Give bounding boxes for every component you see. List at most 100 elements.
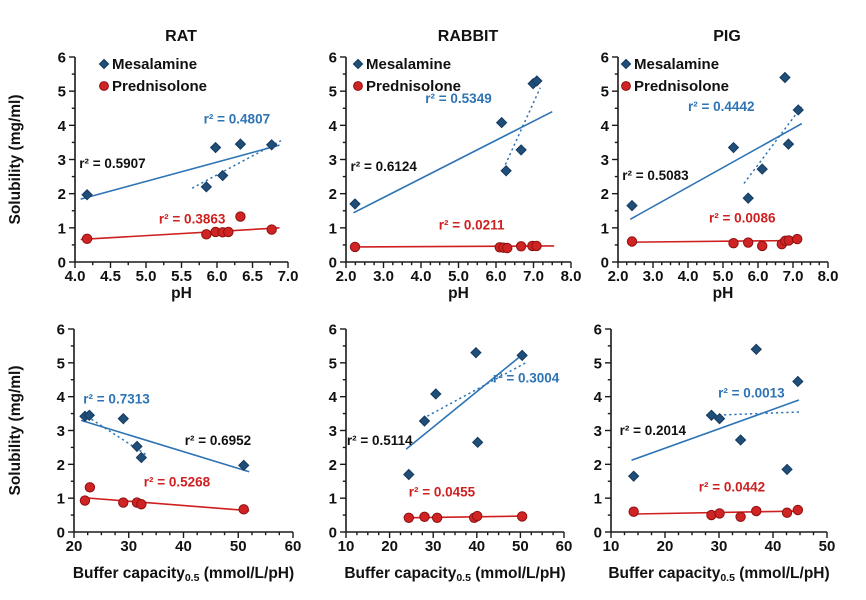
data-point-prednisolone [751,505,762,517]
data-point-mesalamine [470,346,482,359]
trendline-mesalamine-dotted [422,361,528,420]
data-point-prednisolone [728,238,739,249]
y-tick-label: 1 [601,220,609,237]
x-tick-label: 6.0 [207,268,228,285]
data-point-prednisolone [349,241,361,253]
y-tick-label: 0 [57,525,65,542]
r2-annotation: r² = 0.5907 [79,156,145,171]
x-tick-label: 6.0 [486,268,507,285]
x-tick-label: 7.0 [523,268,544,285]
trendline-mesalamine-dotted [743,106,803,184]
data-point-prednisolone [118,497,129,508]
x-tick-label: 50 [819,538,836,555]
x-tick-label: 3.0 [373,268,394,285]
data-point-mesalamine [238,459,250,472]
panel-title: RAT [165,28,197,45]
x-tick-label: 20 [381,538,398,555]
data-point-mesalamine [782,138,795,150]
y-tick-label: 5 [57,355,65,372]
data-point-mesalamine [515,144,527,156]
y-tick-label: 3 [57,423,65,440]
y-tick-label: 4 [601,118,610,135]
r2-annotation: r² = 0.3004 [493,370,560,385]
data-point-mesalamine [516,349,528,362]
data-point-prednisolone [84,482,96,493]
data-point-mesalamine [727,141,740,154]
data-point-prednisolone [502,242,513,254]
x-tick-label: 4.0 [65,268,86,285]
r2-annotation: r² = 0.0086 [709,211,776,226]
legend-circle-icon [621,81,631,91]
data-point-prednisolone [81,233,93,244]
x-tick-label: 60 [285,538,302,555]
legend-label: Prednisolone [366,78,461,95]
legend-label: Mesalamine [366,56,451,73]
x-tick-label: 20 [657,538,674,555]
y-tick-label: 6 [329,50,337,67]
r2-annotation: r² = 0.7313 [83,391,150,406]
trendline-prednisolone-solid [81,496,250,512]
y-tick-label: 3 [329,423,337,440]
legend: Mesalamine Prednisolone [98,56,207,95]
data-point-prednisolone [781,507,793,518]
y-tick-label: 5 [329,84,337,101]
y-tick-label: 4 [58,118,67,135]
r2-annotation: r² = 0.5114 [347,433,413,448]
legend-label: Prednisolone [112,78,207,95]
data-point-mesalamine [209,141,222,154]
y-tick-label: 4 [329,118,338,135]
data-point-mesalamine [531,75,543,87]
data-point-prednisolone [792,504,804,516]
y-tick-label: 2 [329,186,337,203]
r2-annotation: r² = 0.0013 [718,386,785,401]
trendline-mesalamine-dotted [713,411,802,417]
trendline-mesalamine-solid [80,419,250,473]
y-tick-label: 0 [58,255,66,272]
trendline-mesalamine-solid [629,122,803,220]
data-point-prednisolone [238,504,249,515]
panel-title: RABBIT [438,28,499,45]
legend-circle-icon [99,81,109,91]
y-tick-label: 2 [329,457,337,474]
r2-annotation: r² = 0.5083 [622,168,689,183]
data-point-mesalamine [756,163,768,175]
x-tick-label: 5.0 [136,268,157,285]
data-point-mesalamine [216,169,229,182]
y-tick-label: 0 [329,525,337,542]
data-point-mesalamine [430,388,442,400]
legend-label: Mesalamine [112,56,197,73]
x-tick-label: 6.0 [748,268,769,285]
x-axis-label: Buffer capacity0.5 (mmol/L/pH) [344,565,565,584]
data-point-mesalamine [471,436,484,449]
data-point-mesalamine [750,343,762,356]
data-point-prednisolone [516,511,528,522]
data-point-prednisolone [431,512,443,523]
y-tick-label: 2 [58,186,66,203]
data-point-mesalamine [705,409,718,421]
data-point-mesalamine [713,412,726,425]
trendline-mesalamine-dotted [504,87,541,165]
y-tick-label: 2 [594,457,602,474]
data-point-prednisolone [472,510,483,522]
panel-rat-ph: 4.0 4.5 5.0 5.5 6.0 6.5 7.0 0 1 2 3 4 5 6 RAT Solubilit… [7,28,298,302]
trendline-mesalamine-dotted [191,140,282,189]
x-tick-label: 5.0 [713,268,734,285]
legend-label: Prednisolone [634,78,729,95]
data-point-prednisolone [531,240,542,252]
x-tick-label: 10 [603,538,620,555]
x-tick-label: 50 [512,538,529,555]
y-tick-label: 1 [58,220,66,237]
x-tick-label: 40 [175,538,192,555]
y-tick-label: 5 [601,84,609,101]
data-point-mesalamine [81,188,93,201]
r2-annotation: r² = 0.6124 [351,159,418,174]
y-tick-label: 5 [329,355,337,372]
data-point-mesalamine [418,415,431,427]
x-tick-label: 40 [765,538,782,555]
y-tick-label: 6 [329,322,337,339]
y-tick-label: 4 [594,389,603,406]
y-tick-label: 0 [329,255,337,272]
data-point-mesalamine [792,104,804,116]
trendline-mesalamine-solid [631,399,800,462]
